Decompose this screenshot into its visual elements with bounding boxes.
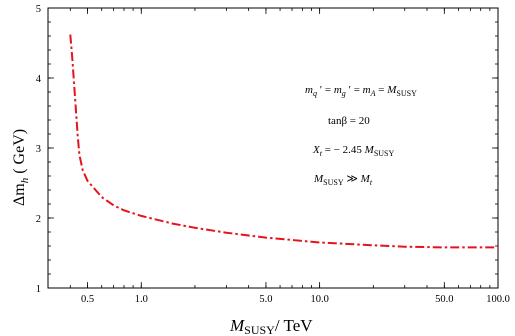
x-tick-label: 0.5 [81, 294, 94, 305]
x-tick-label: 5.0 [259, 294, 272, 305]
y-axis-title: Δmh ( GeV) [11, 129, 31, 206]
annotation-hierarchy: MSUSY ≫ Mt [313, 173, 373, 187]
x-tick-label: 1.0 [135, 294, 148, 305]
ticks [47, 7, 499, 289]
plot-frame [47, 7, 499, 289]
y-tick-label: 2 [36, 214, 41, 225]
tick-labels: 0.5 1.0 5.0 10.0 50.0 100.0 1 2 3 4 5 [36, 4, 510, 305]
y-tick-label: 5 [36, 4, 41, 15]
x-tick-label: 100.0 [486, 294, 510, 305]
x-tick-label: 50.0 [435, 294, 453, 305]
series-line [69, 34, 498, 249]
y-tick-label: 1 [36, 284, 41, 295]
annotation-mass-relation: mq ′ = mg ′ = mA = MSUSY [305, 84, 417, 98]
y-tick-label: 4 [36, 74, 42, 85]
x-axis-title: MSUSY/ TeV [229, 316, 313, 336]
x-tick-label: 10.0 [310, 294, 328, 305]
y-tick-label: 3 [36, 144, 41, 155]
annotation-tanbeta: tanβ = 20 [328, 115, 370, 127]
annotation-xt: Xt = − 2.45 MSUSY [312, 144, 394, 158]
